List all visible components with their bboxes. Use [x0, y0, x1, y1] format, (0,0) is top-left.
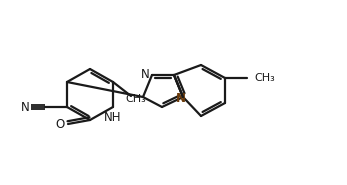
Text: O: O	[56, 117, 65, 130]
Text: N: N	[176, 92, 186, 105]
Text: CH₃: CH₃	[254, 73, 275, 83]
Text: N: N	[141, 68, 149, 80]
Text: NH: NH	[104, 110, 122, 124]
Text: N: N	[20, 100, 29, 114]
Text: CH₃: CH₃	[126, 94, 146, 104]
